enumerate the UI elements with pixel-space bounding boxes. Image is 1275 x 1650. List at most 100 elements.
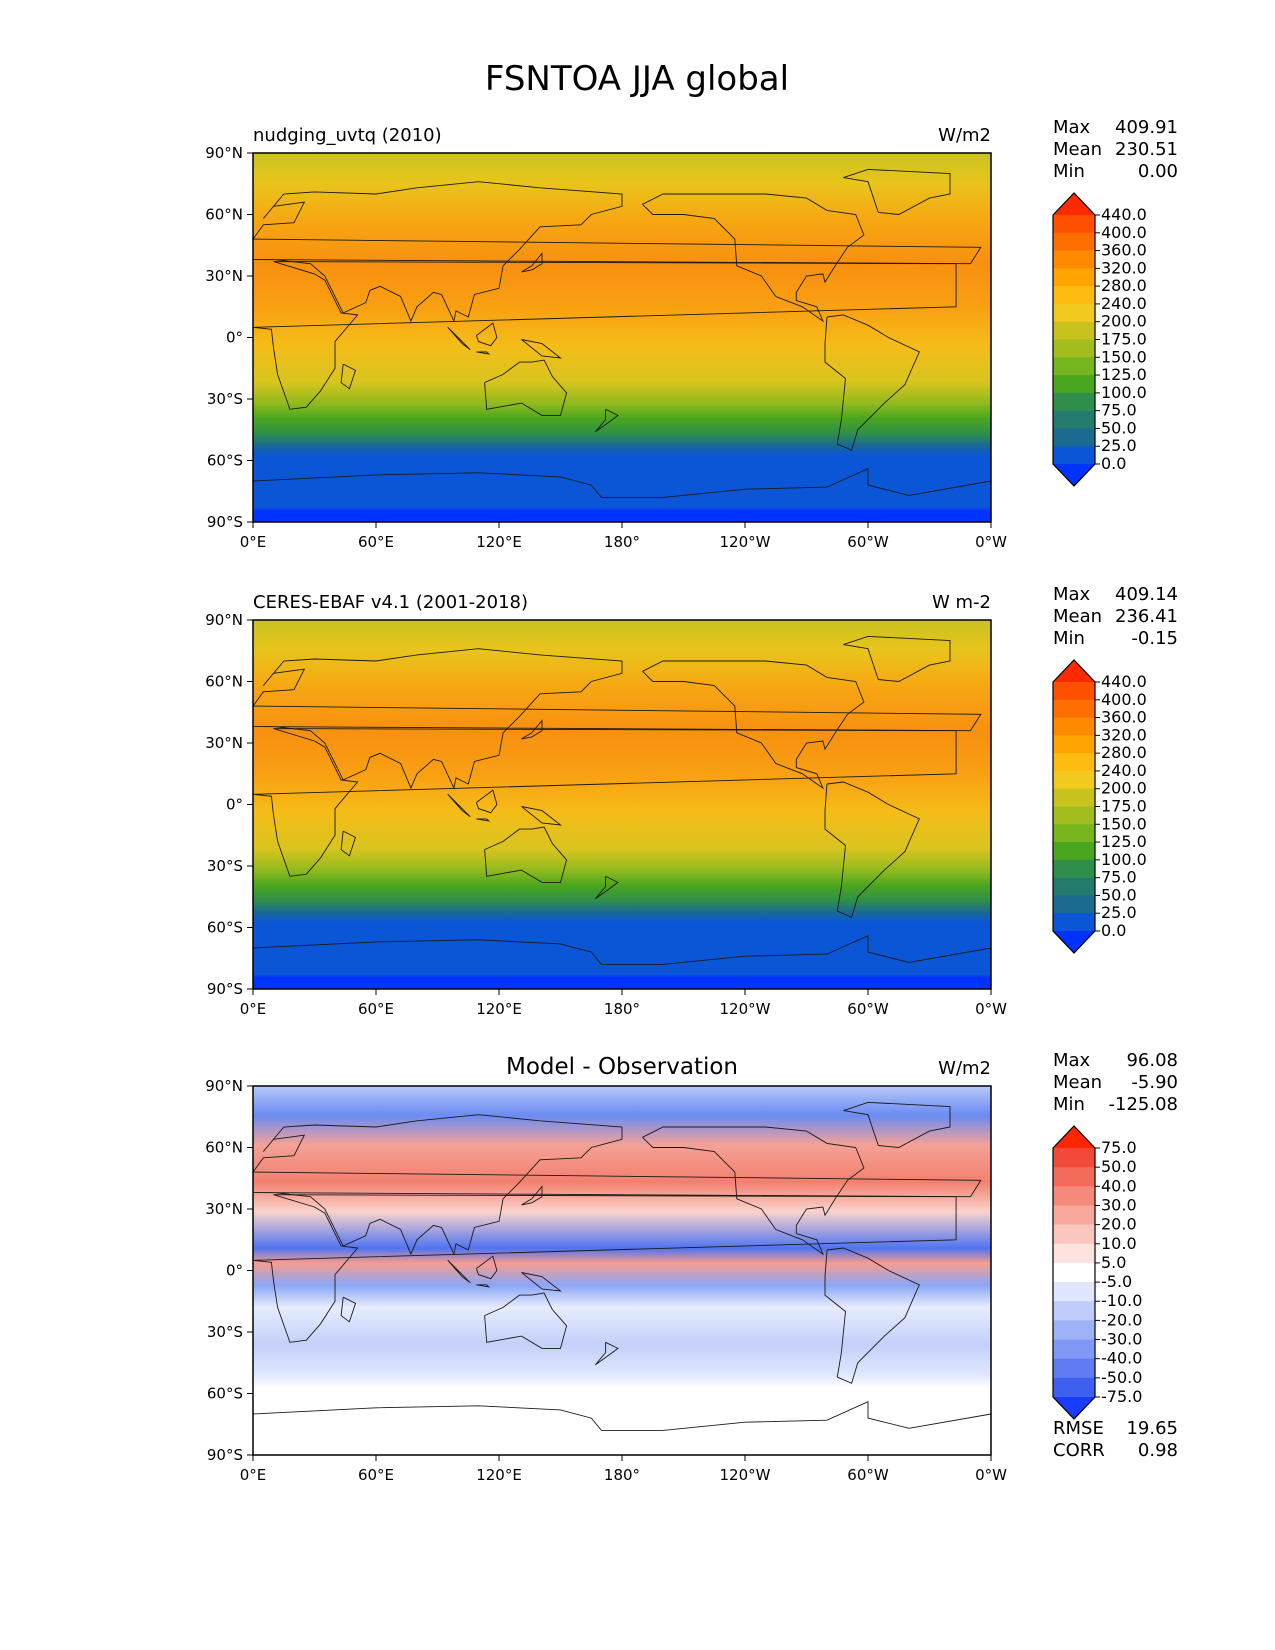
colorbar-level-label: 100.0 <box>1101 850 1147 869</box>
colorbar-band <box>1053 913 1095 932</box>
lon-tick-label: 120°W <box>720 533 771 551</box>
colorbar-band <box>1053 717 1095 736</box>
coastline-path <box>252 181 982 323</box>
coastlines <box>252 1101 992 1431</box>
coastline-path <box>521 719 543 740</box>
colorbar-level-label: 100.0 <box>1101 383 1147 402</box>
coastline-path <box>252 1114 982 1256</box>
colorbar-level-label: 320.0 <box>1101 258 1147 277</box>
colorbar-band <box>1053 250 1095 269</box>
lat-tick-label: 30°N <box>205 267 243 285</box>
colorbar-band <box>1053 842 1095 861</box>
coastline-path <box>824 314 920 451</box>
colorbar-band <box>1053 788 1095 808</box>
extra-stat-label: CORR <box>1053 1440 1105 1461</box>
lon-tick-label: 0°E <box>240 533 267 551</box>
coastline-path <box>252 261 957 410</box>
colorbar-band <box>1053 1301 1095 1321</box>
colorbar-band <box>1053 410 1095 430</box>
colorbar-level-label: 175.0 <box>1101 330 1147 349</box>
stat-value: 409.91 <box>1115 117 1178 138</box>
lon-tick-label: 120°W <box>720 1000 771 1018</box>
colorbar-level-label: 75.0 <box>1101 401 1137 420</box>
coastline-path <box>521 339 563 359</box>
colorbar-extend-min <box>1053 464 1095 486</box>
lat-tick-label: 60°N <box>205 1139 243 1157</box>
lon-tick-label: 120°E <box>476 1000 522 1018</box>
lat-tick-label: 0° <box>226 329 243 347</box>
colorbar-band <box>1053 357 1095 376</box>
stat-label: Mean <box>1053 1072 1102 1093</box>
panel-diff: Model - Observation W/m2 90°N 60°N 30°N 0° 30°… <box>205 1050 1178 1484</box>
coastline-path <box>843 168 951 215</box>
panel-obs: CERES-EBAF v4.1 (2001-2018) W m-2 90°N 60°N… <box>205 584 1178 1018</box>
stat-label: Max <box>1053 584 1091 605</box>
colorbar-extend-max <box>1053 660 1095 682</box>
coastline-path <box>824 1247 920 1384</box>
lon-tick-label: 60°W <box>847 1000 889 1018</box>
colorbar-level-label: 0.0 <box>1101 454 1126 473</box>
lon-tick-label: 120°E <box>476 1466 522 1484</box>
colorbar-band <box>1053 735 1095 754</box>
panel-units: W m-2 <box>932 592 991 613</box>
colorbar-band <box>1053 877 1095 897</box>
colorbar-band <box>1053 446 1095 465</box>
colorbar-level-label: 280.0 <box>1101 743 1147 762</box>
coastline-path <box>476 1284 491 1288</box>
coastline-path <box>484 1292 568 1349</box>
colorbar-level-label: 150.0 <box>1101 347 1147 366</box>
coastline-path <box>484 359 568 416</box>
coastline-path <box>447 793 471 818</box>
lat-tick-label: 90°N <box>205 611 243 629</box>
coastline-path <box>340 363 357 390</box>
colorbar-band <box>1053 268 1095 287</box>
stat-label: Min <box>1053 161 1085 182</box>
lon-tick-label: 180° <box>604 533 640 551</box>
coastline-path <box>252 935 992 965</box>
colorbar: 440.0400.0360.0320.0280.0240.0200.0175.0… <box>1052 192 1147 487</box>
colorbar-level-label: 125.0 <box>1101 832 1147 851</box>
colorbar-extend-min <box>1053 931 1095 953</box>
colorbar-band <box>1053 1224 1095 1245</box>
colorbar-level-label: 440.0 <box>1101 672 1147 691</box>
coastline-path <box>521 806 563 826</box>
colorbar-extend-max <box>1053 1126 1095 1148</box>
stat-value: 0.00 <box>1138 161 1178 182</box>
coastline-path <box>476 818 491 822</box>
colorbar-level-label: 400.0 <box>1101 223 1147 242</box>
colorbar-level-label: -50.0 <box>1101 1368 1142 1387</box>
lat-tick-label: 30°N <box>205 1200 243 1218</box>
lon-tick-label: 180° <box>604 1000 640 1018</box>
colorbar-band <box>1053 1262 1095 1283</box>
colorbar-band <box>1053 1320 1095 1341</box>
colorbar-level-label: 20.0 <box>1101 1215 1137 1234</box>
colorbar-band <box>1053 806 1095 825</box>
coastline-path <box>642 1126 865 1256</box>
lon-tick-label: 0°W <box>975 1000 1007 1018</box>
colorbar-band <box>1053 392 1095 412</box>
colorbar-level-label: 5.0 <box>1101 1253 1126 1272</box>
colorbar-level-label: 440.0 <box>1101 205 1147 224</box>
panel-model: nudging_uvtq (2010) W/m2 90°N 60°N 30°N 0° 30°… <box>205 117 1178 551</box>
colorbar-level-label: 320.0 <box>1101 725 1147 744</box>
coastline-path <box>447 1259 471 1284</box>
coastlines <box>252 168 992 498</box>
colorbar-band <box>1053 1167 1095 1187</box>
colorbar-level-label: -40.0 <box>1101 1349 1142 1368</box>
colorbar-band <box>1053 895 1095 914</box>
colorbar-level-label: 200.0 <box>1101 312 1147 331</box>
coastline-path <box>642 193 865 323</box>
stat-value: -125.08 <box>1109 1094 1178 1115</box>
stat-label: Min <box>1053 628 1085 649</box>
lat-tick-label: 0° <box>226 796 243 814</box>
coastline-path <box>252 1194 957 1343</box>
colorbar-band <box>1053 1243 1095 1264</box>
colorbar: 440.0400.0360.0320.0280.0240.0200.0175.0… <box>1052 659 1147 954</box>
map-field <box>253 620 991 989</box>
coastline-path <box>252 728 957 877</box>
lat-tick-label: 30°S <box>207 857 243 875</box>
colorbar-level-label: 280.0 <box>1101 276 1147 295</box>
stat-value: 96.08 <box>1126 1050 1178 1071</box>
colorbar-band <box>1053 1205 1095 1226</box>
